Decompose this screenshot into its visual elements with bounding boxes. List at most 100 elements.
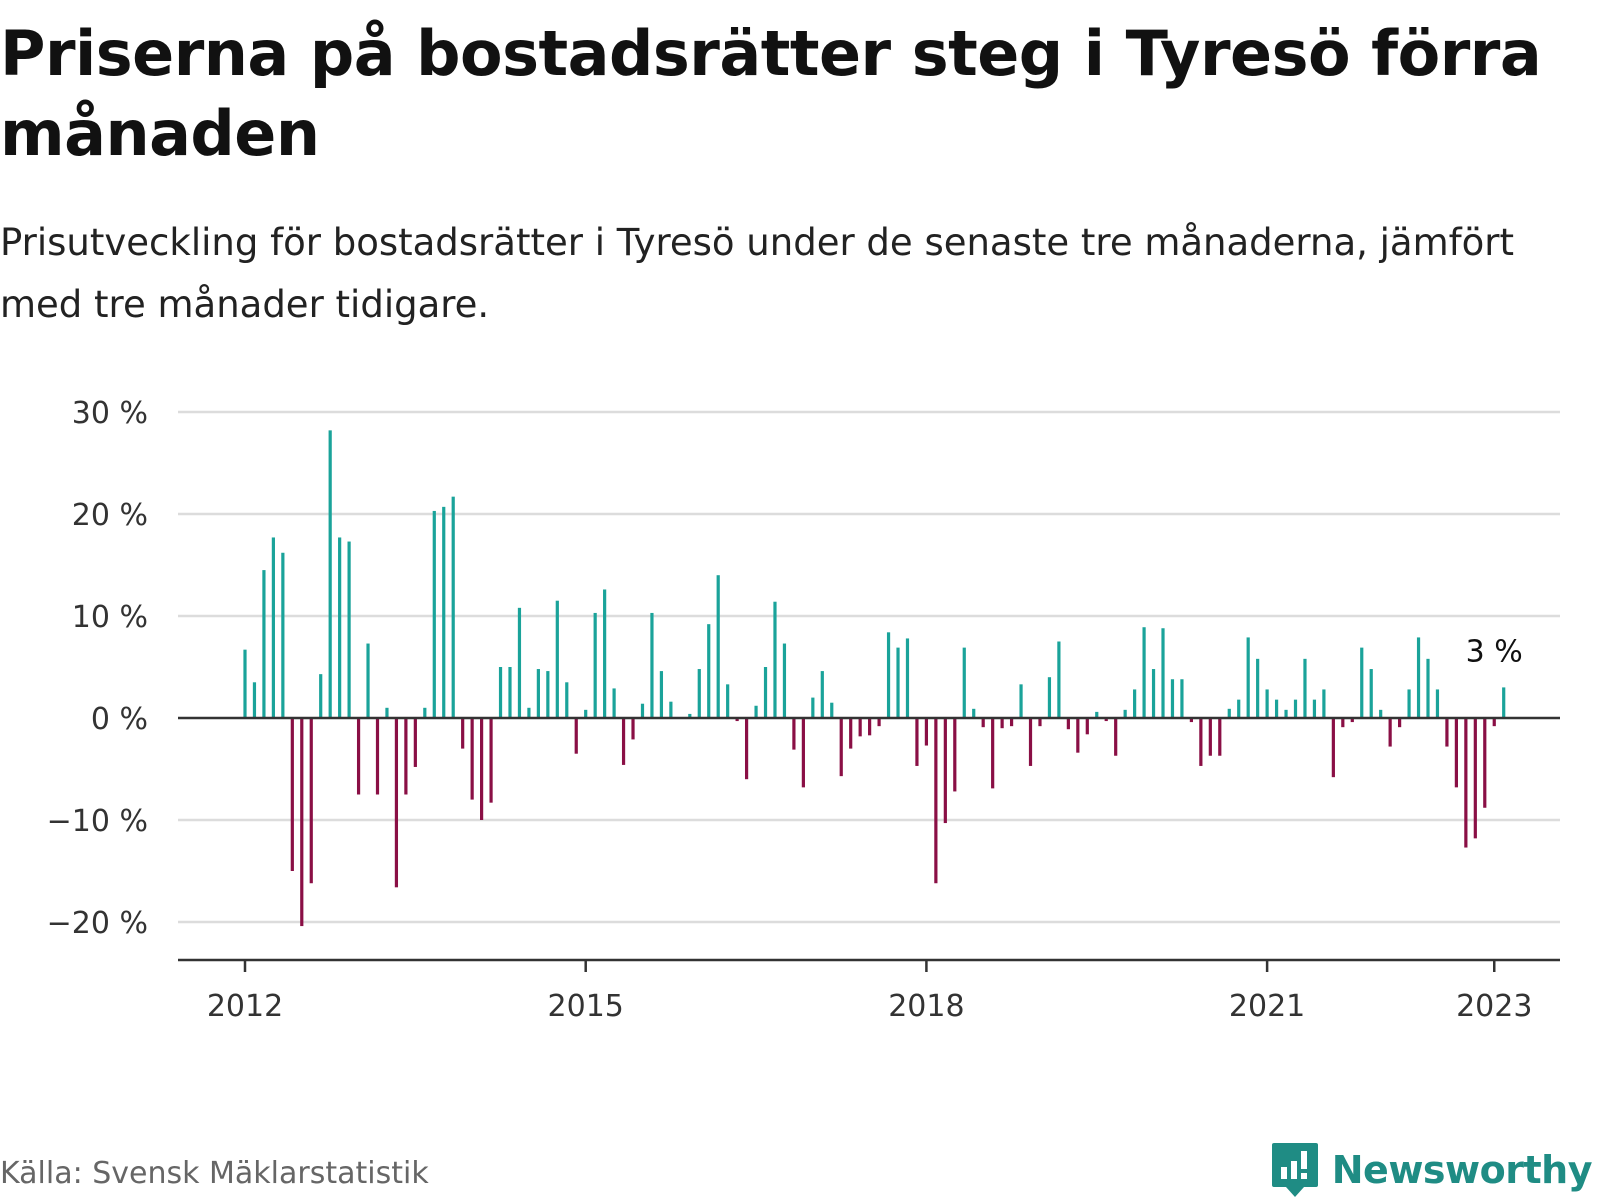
x-tick-label: 2023 — [1456, 989, 1532, 1024]
bar — [1398, 718, 1402, 728]
bar — [290, 718, 294, 871]
bar — [801, 718, 805, 788]
bar — [934, 718, 938, 884]
bar — [366, 643, 370, 718]
bar — [1028, 718, 1033, 766]
bar — [1047, 677, 1052, 718]
bar — [726, 684, 730, 718]
bar — [451, 496, 455, 718]
bar — [953, 718, 957, 792]
bar — [1114, 718, 1118, 756]
bar — [319, 674, 323, 718]
bar — [603, 589, 607, 718]
bar — [1076, 718, 1080, 753]
bar — [735, 718, 739, 722]
data-label: 3 % — [1466, 634, 1523, 669]
bar — [498, 667, 503, 718]
bar — [669, 701, 673, 718]
bar — [1227, 708, 1231, 718]
bar — [338, 537, 342, 718]
page-subtitle: Prisutveckling för bostadsrätter i Tyres… — [0, 221, 1515, 326]
bar — [480, 718, 484, 820]
bar — [1095, 711, 1099, 718]
bar — [281, 552, 285, 718]
bar — [375, 718, 380, 795]
bar — [991, 718, 995, 789]
bar — [1483, 718, 1487, 808]
annotations: 3 % — [1466, 634, 1523, 669]
bar — [1218, 718, 1222, 756]
bar — [1066, 718, 1070, 730]
bar — [830, 702, 834, 718]
bar — [1293, 699, 1298, 718]
bar — [1123, 709, 1127, 718]
bar — [1303, 658, 1307, 718]
bar — [1142, 627, 1146, 718]
bar — [309, 718, 313, 884]
page-title: Priserna på bostadsrätter steg i Tyresö … — [0, 17, 1542, 170]
bar — [1360, 647, 1364, 718]
bar — [413, 718, 417, 767]
bar — [1246, 637, 1250, 718]
bar — [546, 671, 550, 718]
bar — [1038, 718, 1042, 727]
bar — [461, 718, 465, 749]
bar — [356, 718, 361, 795]
bar — [1416, 637, 1421, 718]
bar — [1009, 718, 1014, 727]
bar — [404, 718, 408, 795]
bar — [631, 718, 635, 740]
bar — [763, 667, 768, 718]
bar — [1350, 718, 1354, 723]
bar — [1180, 679, 1184, 718]
bar — [565, 682, 569, 718]
bars — [243, 430, 1506, 927]
bar — [1208, 718, 1212, 756]
y-tick-label: 10 % — [72, 600, 148, 635]
x-tick-label: 2015 — [548, 989, 624, 1024]
bar — [707, 624, 711, 718]
bar — [943, 718, 947, 824]
bar — [262, 570, 266, 718]
bar — [1445, 718, 1449, 747]
bar-chart: 30 %20 %10 %0 %−10 %−20 % 2012 2015 2018 20… — [47, 396, 1560, 1024]
bar — [423, 707, 427, 718]
bar — [1312, 699, 1317, 718]
grid-lines — [178, 410, 1560, 924]
x-axis: 2012 2015 2018 2021 2023 — [178, 958, 1560, 1024]
bar — [1407, 689, 1411, 718]
bar — [271, 537, 275, 718]
source-note: Källa: Svensk Mäklarstatistik — [0, 1156, 429, 1191]
bar — [868, 718, 872, 736]
bar — [1199, 718, 1203, 766]
bar — [896, 647, 900, 718]
bar — [905, 638, 910, 718]
bar — [1000, 718, 1004, 729]
bar — [688, 713, 692, 718]
bar — [1256, 658, 1260, 718]
y-tick-label: 0 % — [91, 702, 148, 737]
y-tick-label: 20 % — [72, 498, 148, 533]
x-tick-label: 2018 — [888, 989, 964, 1024]
bar — [1057, 641, 1061, 718]
bar — [593, 612, 597, 718]
bar — [1388, 718, 1392, 747]
bar — [962, 647, 966, 718]
bar — [470, 718, 474, 800]
bar — [716, 575, 720, 718]
bar — [1426, 658, 1430, 718]
bar — [1369, 669, 1373, 718]
bar — [385, 707, 389, 718]
bar — [394, 718, 399, 888]
bar — [300, 718, 304, 927]
bar — [811, 697, 815, 718]
brand-logo[interactable]: Newsworthy — [1270, 1140, 1593, 1200]
bar — [1322, 689, 1326, 718]
bar — [1133, 689, 1137, 718]
bar — [1379, 709, 1383, 718]
bar — [432, 510, 436, 718]
bar — [555, 600, 559, 718]
bar — [1454, 718, 1458, 788]
x-tick-label: 2021 — [1229, 989, 1305, 1024]
y-axis-labels: 30 % 20 % 10 % 0 % −10 % −20 % — [47, 396, 148, 941]
